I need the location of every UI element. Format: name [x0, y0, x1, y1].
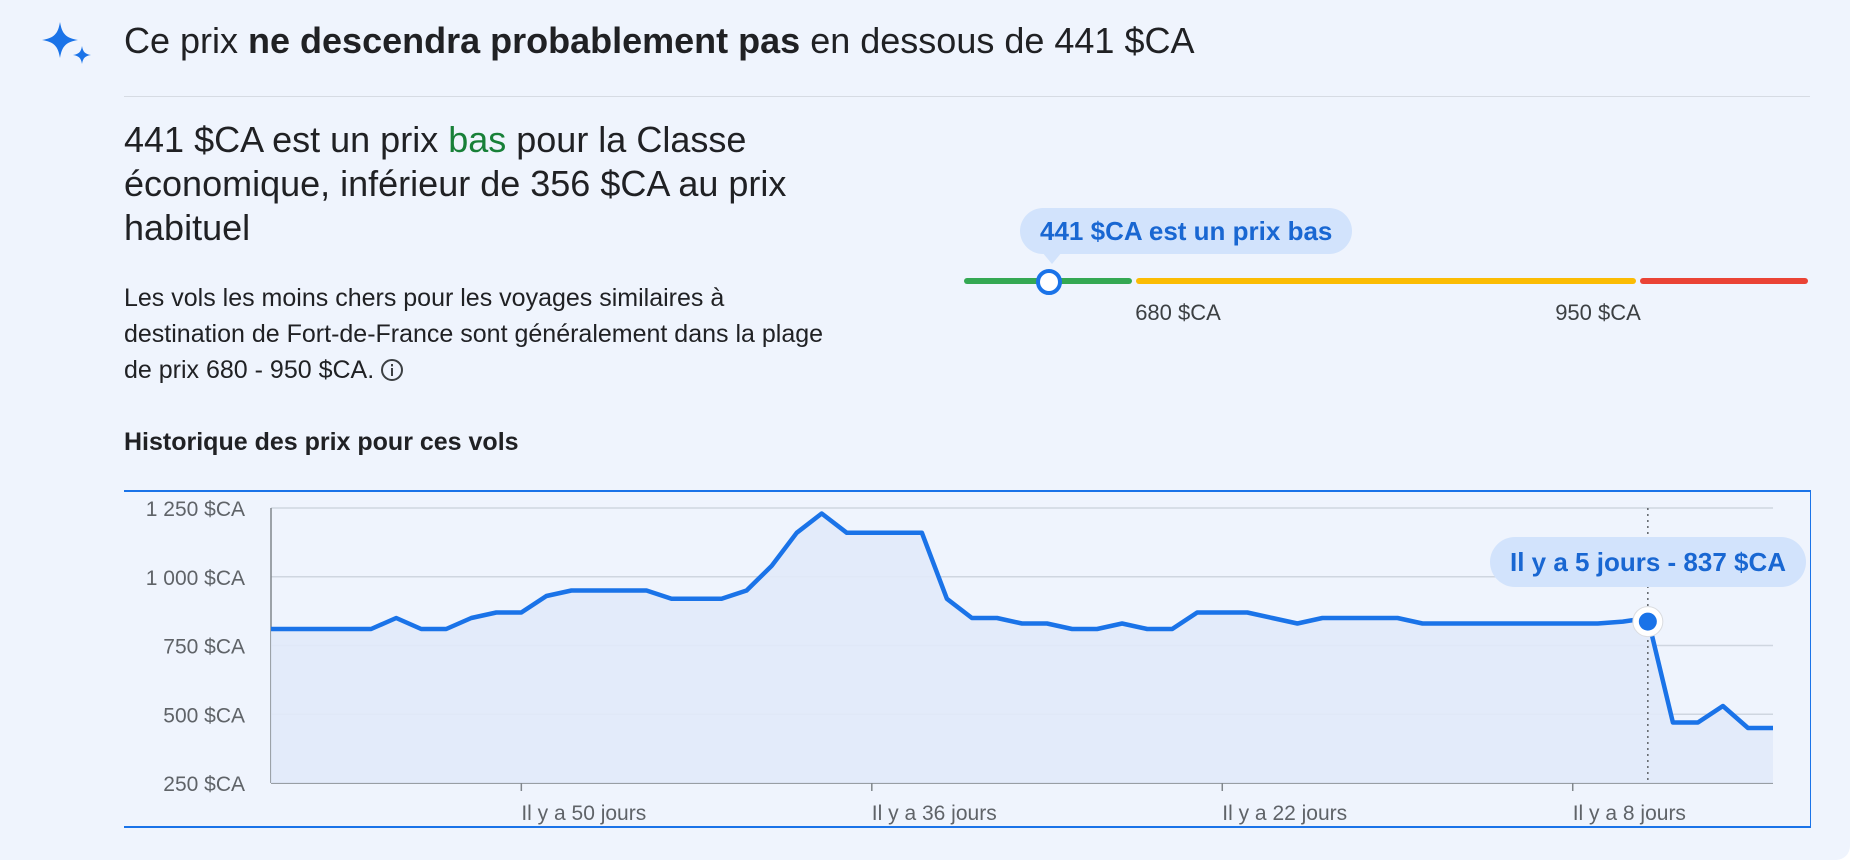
price-range-bubble: 441 $CA est un prix bas	[1020, 208, 1353, 254]
price-range-bubble-pointer	[1042, 252, 1062, 264]
range-high-label: 950 $CA	[1555, 300, 1641, 325]
insight-title-prefix: Ce prix	[124, 20, 249, 61]
x-tick-label: Il y a 50 jours	[521, 802, 646, 825]
price-history-title: Historique des prix pour ces vols	[124, 428, 519, 456]
insight-title: Ce prix ne descendra probablement pas en…	[124, 14, 1194, 68]
price-summary-headline: 441 $CA est un prix bas pour la Classe é…	[124, 118, 844, 250]
chart-tooltip: Il y a 5 jours - 837 $CA	[1490, 537, 1807, 587]
insight-title-emphasis: ne descendra probablement pas	[248, 20, 801, 61]
price-range-description: Les vols les moins chers pour les voyage…	[124, 280, 824, 388]
x-tick-label: Il y a 22 jours	[1222, 802, 1347, 825]
summary-part-1: 441 $CA est un prix	[124, 119, 449, 160]
summary-part-2: pour la Classe économique, inférieur de …	[124, 119, 787, 248]
y-tick-label: 750 $CA	[163, 636, 245, 659]
insight-title-suffix: en dessous de 441 $CA	[800, 20, 1195, 61]
divider	[124, 96, 1810, 97]
price-history-chart-frame[interactable]	[124, 490, 1811, 828]
y-tick-label: 500 $CA	[163, 704, 245, 727]
current-price-marker	[1036, 269, 1062, 295]
price-level: bas	[448, 119, 507, 160]
x-tick-label: Il y a 8 jours	[1573, 802, 1686, 825]
highlight-point	[1638, 612, 1657, 631]
range-segment-high	[1640, 278, 1808, 284]
sparkle-icon	[42, 22, 91, 64]
y-tick-label: 1 000 $CA	[146, 567, 245, 590]
price-line	[271, 511, 1773, 731]
price-range-indicator: 441 $CA est un prix bas 680 $CA 950 $CA	[960, 200, 1810, 330]
x-tick-label: Il y a 36 jours	[872, 802, 997, 825]
description-text: Les vols les moins chers pour les voyage…	[124, 284, 824, 384]
range-low-label: 680 $CA	[1135, 300, 1221, 325]
y-tick-label: 250 $CA	[163, 773, 245, 796]
y-tick-label: 1 250 $CA	[146, 498, 245, 521]
price-area	[271, 513, 1773, 783]
range-segment-typical	[1136, 278, 1636, 284]
info-icon[interactable]	[380, 358, 404, 382]
